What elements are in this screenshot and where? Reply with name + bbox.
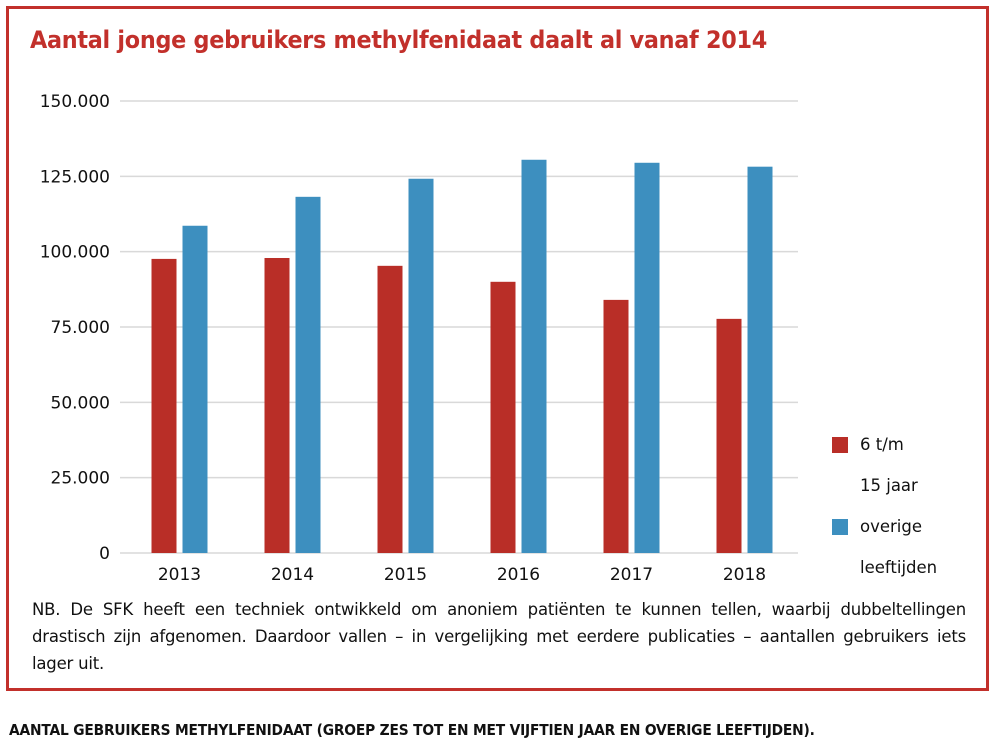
legend-label-line1: 6 t/m [860, 435, 904, 454]
bar-6-15-jaar-2014[interactable] [264, 257, 290, 553]
legend-item-overige[interactable]: overige leeftijden [832, 506, 972, 588]
legend-swatch-blue [832, 519, 848, 535]
legend-label-line2: leeftijden [860, 558, 938, 577]
y-tick-label: 75.000 [51, 318, 110, 338]
bar-overige-2014[interactable] [295, 196, 321, 553]
bar-6-15-jaar-2016[interactable] [490, 281, 516, 553]
legend-swatch-red [832, 437, 848, 453]
bar-6-15-jaar-2017[interactable] [603, 299, 629, 553]
x-tick-label: 2014 [271, 565, 314, 585]
y-tick-label: 50.000 [51, 393, 110, 413]
x-tick-label: 2018 [723, 565, 766, 585]
legend-label-line2: 15 jaar [860, 476, 918, 495]
y-tick-label: 150.000 [40, 92, 110, 112]
x-tick-label: 2015 [384, 565, 427, 585]
chart-title: Aantal jonge gebruikers methylfenidaat d… [30, 26, 767, 54]
gridlines [120, 100, 798, 554]
x-axis-ticks: 2013 2014 2015 2016 2017 2018 [158, 565, 766, 585]
bar-overige-2013[interactable] [182, 225, 208, 553]
x-tick-label: 2013 [158, 565, 201, 585]
y-tick-label: 25.000 [51, 469, 110, 489]
x-tick-label: 2017 [610, 565, 653, 585]
bar-6-15-jaar-2018[interactable] [716, 318, 742, 553]
bar-chart: 0 25.000 50.000 75.000 100.000 125.000 150.000… [40, 92, 798, 585]
y-tick-label: 100.000 [40, 243, 110, 263]
y-axis-ticks: 0 25.000 50.000 75.000 100.000 125.000 150.000 [40, 92, 110, 564]
chart-frame [6, 6, 989, 691]
bar-6-15-jaar-2015[interactable] [377, 265, 403, 553]
bars [151, 159, 773, 554]
legend-item-6-15[interactable]: 6 t/m 15 jaar [832, 424, 972, 506]
figure-caption: AANTAL GEBRUIKERS METHYLFENIDAAT (GROEP … [9, 721, 815, 739]
bar-overige-2015[interactable] [408, 178, 434, 553]
legend: 6 t/m 15 jaar overige leeftijden [832, 424, 972, 588]
y-tick-label: 0 [99, 544, 110, 564]
bar-overige-2018[interactable] [747, 166, 773, 553]
bar-overige-2016[interactable] [521, 159, 547, 553]
bar-6-15-jaar-2013[interactable] [151, 258, 177, 553]
x-tick-label: 2016 [497, 565, 540, 585]
footnote: NB. De SFK heeft een techniek ontwikkeld… [32, 600, 966, 673]
legend-label-line1: overige [860, 517, 923, 536]
y-tick-label: 125.000 [40, 167, 110, 187]
bar-overige-2017[interactable] [634, 162, 660, 554]
